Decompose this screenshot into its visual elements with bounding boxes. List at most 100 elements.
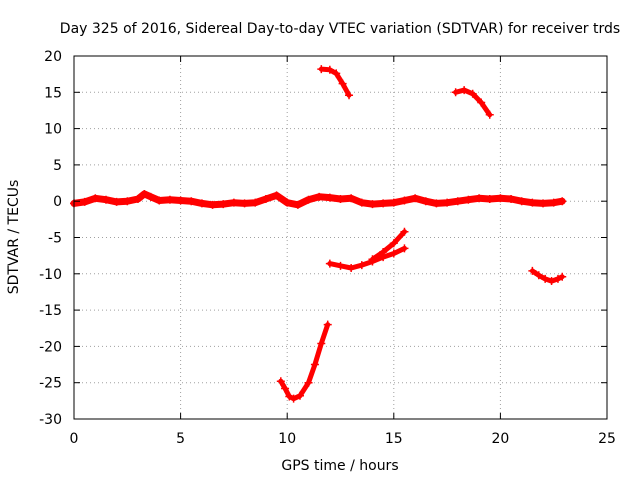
y-tick-label: -5: [48, 231, 62, 247]
data-point: [400, 196, 409, 205]
data-point: [146, 192, 155, 201]
data-point: [133, 195, 142, 204]
data-point: [295, 391, 304, 400]
y-tick-label: 15: [44, 85, 62, 101]
data-point: [304, 195, 313, 204]
data-point: [558, 197, 567, 206]
x-tick-label: 10: [278, 431, 296, 447]
y-tick-label: -30: [39, 412, 62, 428]
data-point: [379, 248, 388, 257]
data-point: [547, 277, 556, 286]
data-point: [443, 198, 452, 207]
data-point: [432, 199, 441, 208]
data-point: [477, 98, 486, 107]
data-point: [261, 195, 270, 204]
data-point: [411, 194, 420, 203]
data-point: [310, 360, 319, 369]
data-point: [240, 199, 249, 208]
x-tick-label: 20: [491, 431, 509, 447]
data-point: [155, 196, 164, 205]
data-point: [528, 198, 537, 207]
data-point: [123, 197, 132, 206]
data-point: [91, 194, 100, 203]
data-point: [400, 244, 409, 253]
data-point: [517, 197, 526, 206]
data-point: [276, 377, 285, 386]
data-point: [317, 65, 326, 74]
data-point: [325, 193, 334, 202]
data-point: [464, 195, 473, 204]
data-point: [389, 249, 398, 258]
data-point: [80, 197, 89, 206]
data-point: [332, 69, 341, 78]
ticks: 0 5 10 15 20 25 -30 -25 -20 -15 -10 -5 0 5 10 15 20: [39, 49, 616, 447]
grid: [74, 56, 607, 419]
data-point: [368, 200, 377, 209]
series-seg-4: [370, 229, 407, 262]
data-point: [389, 198, 398, 207]
data-point: [272, 191, 281, 200]
data-point: [338, 79, 347, 88]
data-point: [347, 263, 356, 272]
data-point: [336, 195, 345, 204]
data-point: [281, 384, 290, 393]
y-tick-label: -25: [39, 376, 62, 392]
y-tick-label: -10: [39, 267, 62, 283]
data-point: [315, 192, 324, 201]
data-point: [379, 199, 388, 208]
data-point: [496, 194, 505, 203]
y-tick-label: -20: [39, 339, 62, 355]
data-point: [553, 274, 562, 283]
data-point: [293, 200, 302, 209]
data-point: [219, 200, 228, 209]
data-point: [485, 195, 494, 204]
x-tick-label: 5: [176, 431, 185, 447]
data-point: [534, 271, 543, 280]
x-tick-label: 15: [385, 431, 403, 447]
y-tick-label: 0: [53, 194, 62, 210]
plot-frame: [73, 55, 608, 420]
data-point: [453, 197, 462, 206]
data-point: [357, 198, 366, 207]
data-point: [347, 194, 356, 203]
data-point: [325, 259, 334, 268]
x-tick-label: 25: [598, 431, 616, 447]
y-tick-label: 20: [44, 49, 62, 65]
data-point: [317, 339, 326, 348]
y-tick-label: 5: [53, 158, 62, 174]
y-tick-label: 10: [44, 122, 62, 138]
data-point: [528, 266, 537, 275]
data-point: [541, 274, 550, 283]
y-tick-label: -15: [39, 303, 62, 319]
data-point: [112, 197, 121, 206]
data-point: [485, 110, 494, 119]
data-point: [323, 320, 332, 329]
x-tick-label: 0: [70, 431, 79, 447]
data-point: [507, 195, 516, 204]
data-point: [304, 378, 313, 387]
data-point: [285, 392, 294, 401]
data-point: [345, 91, 354, 100]
data-point: [468, 89, 477, 98]
data-point: [251, 198, 260, 207]
data-point: [197, 199, 206, 208]
series-layer: [70, 65, 567, 403]
series-seg-5: [278, 322, 331, 402]
data-point: [165, 195, 174, 204]
chart-title: Day 325 of 2016, Sidereal Day-to-day VTE…: [60, 21, 620, 37]
y-axis-label: SDTVAR / TECUs: [6, 180, 22, 295]
data-point: [558, 272, 567, 281]
data-point: [451, 88, 460, 97]
data-point: [336, 261, 345, 270]
data-point: [475, 194, 484, 203]
data-point: [101, 195, 110, 204]
data-point: [283, 198, 292, 207]
data-point: [460, 86, 469, 95]
x-axis-label: GPS time / hours: [281, 458, 398, 474]
data-point: [389, 239, 398, 248]
data-point: [187, 197, 196, 206]
data-point: [229, 198, 238, 207]
data-point: [421, 197, 430, 206]
data-point: [289, 394, 298, 403]
